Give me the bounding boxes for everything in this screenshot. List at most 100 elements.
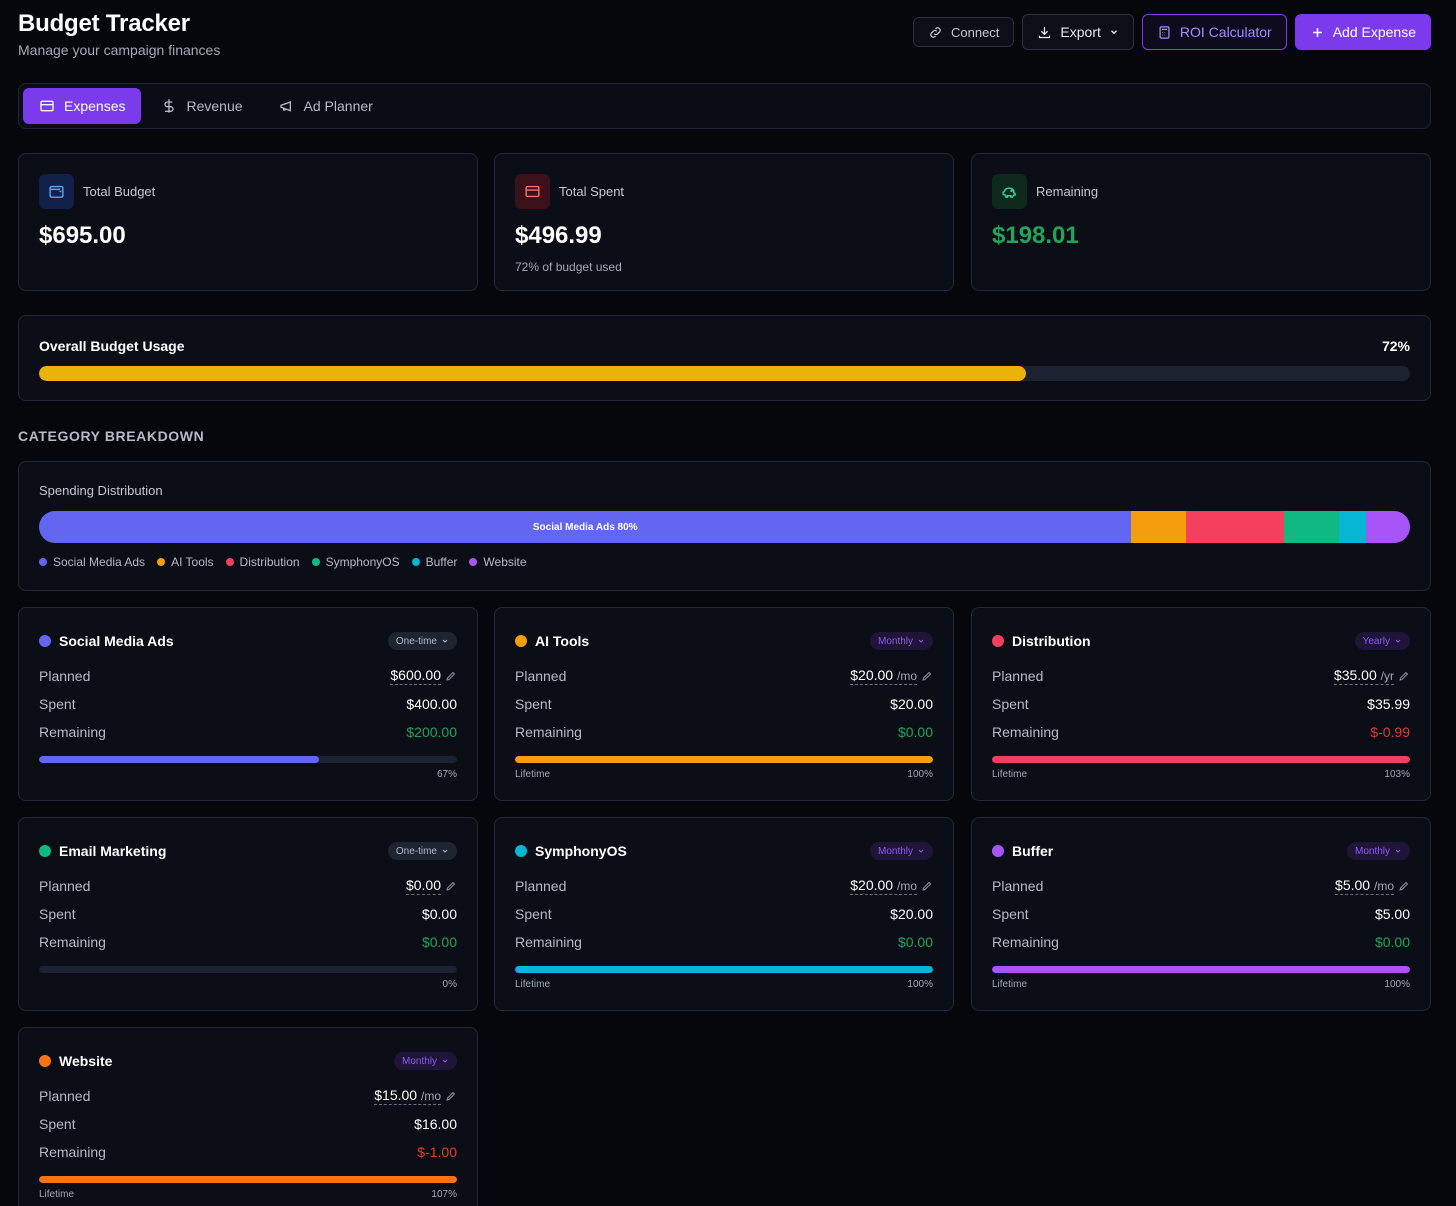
stat-label: Total Budget bbox=[83, 184, 156, 199]
wallet-icon bbox=[39, 174, 74, 209]
planned-value-group[interactable]: $20.00 /mo bbox=[850, 667, 917, 685]
planned-value-group[interactable]: $35.00 /yr bbox=[1333, 667, 1394, 685]
billing-frequency-label: Monthly bbox=[877, 635, 913, 647]
planned-value: $35.00 bbox=[1333, 667, 1377, 683]
planned-value-group[interactable]: $15.00 /mo bbox=[374, 1087, 441, 1105]
legend-dot bbox=[225, 558, 234, 566]
billing-frequency-label: Monthly bbox=[877, 845, 913, 857]
remaining-value: $-0.99 bbox=[1370, 724, 1410, 740]
pencil-icon[interactable] bbox=[445, 670, 457, 682]
planned-value: $600.00 bbox=[390, 667, 441, 683]
spent-value: $20.00 bbox=[890, 696, 933, 712]
overall-budget-usage: Overall Budget Usage 72% bbox=[18, 315, 1431, 401]
planned-label: Planned bbox=[39, 668, 91, 684]
planned-amount[interactable]: $20.00 /mo bbox=[850, 877, 933, 895]
planned-value-group[interactable]: $0.00 bbox=[405, 877, 441, 895]
remaining-value: $-1.00 bbox=[417, 1144, 457, 1160]
planned-amount[interactable]: $35.00 /yr bbox=[1333, 667, 1410, 685]
export-button[interactable]: Export bbox=[1022, 14, 1134, 50]
spent-value: $5.00 bbox=[1374, 906, 1410, 922]
billing-frequency-dropdown[interactable]: Monthly bbox=[1346, 842, 1410, 860]
category-progress-fill bbox=[992, 756, 1410, 763]
stat-label: Remaining bbox=[1036, 184, 1099, 199]
chevron-down-icon bbox=[1394, 847, 1402, 855]
legend-dot bbox=[311, 558, 320, 566]
category-progress-fill bbox=[39, 756, 320, 763]
tab-revenue[interactable]: Revenue bbox=[145, 88, 258, 124]
progress-percent: 100% bbox=[907, 769, 933, 780]
chevron-down-icon bbox=[441, 847, 449, 855]
category-progress-fill bbox=[992, 966, 1410, 973]
usage-percent: 72% bbox=[1381, 338, 1410, 354]
spent-value: $35.99 bbox=[1367, 696, 1410, 712]
roi-calculator-button[interactable]: ROI Calculator bbox=[1141, 14, 1287, 50]
tab-expenses[interactable]: Expenses bbox=[23, 88, 142, 124]
progress-caption: Lifetime bbox=[992, 979, 1028, 990]
billing-frequency-dropdown[interactable]: One-time bbox=[387, 632, 457, 650]
category-title: Buffer bbox=[992, 843, 1053, 859]
billing-frequency-label: Yearly bbox=[1362, 635, 1390, 647]
section-title: CATEGORY BREAKDOWN bbox=[18, 428, 205, 444]
planned-label: Planned bbox=[992, 878, 1044, 894]
spent-label: Spent bbox=[39, 906, 76, 922]
planned-label: Planned bbox=[515, 668, 567, 684]
legend-dot bbox=[157, 558, 166, 566]
connect-button[interactable]: Connect bbox=[913, 17, 1015, 47]
category-color-dot bbox=[39, 1055, 51, 1067]
planned-unit: /mo bbox=[896, 879, 917, 893]
planned-amount[interactable]: $20.00 /mo bbox=[850, 667, 933, 685]
distribution-segment-social-media-ads[interactable]: Social Media Ads 80% bbox=[39, 511, 1132, 543]
pencil-icon[interactable] bbox=[1398, 880, 1410, 892]
category-title: SymphonyOS bbox=[515, 843, 627, 859]
legend-dot bbox=[39, 558, 47, 566]
spent-value: $0.00 bbox=[421, 906, 457, 922]
planned-amount[interactable]: $0.00 bbox=[405, 877, 457, 895]
progress-percent: 103% bbox=[1384, 769, 1410, 780]
total-spent-card: Total Spent $496.99 72% of budget used bbox=[494, 153, 954, 291]
planned-value-group[interactable]: $5.00 /mo bbox=[1335, 877, 1394, 895]
planned-value-group[interactable]: $20.00 /mo bbox=[850, 877, 917, 895]
piggy-bank-icon bbox=[992, 174, 1027, 209]
distribution-segment-symphonyos[interactable] bbox=[1284, 511, 1339, 543]
planned-value-group[interactable]: $600.00 bbox=[390, 667, 441, 685]
pencil-icon[interactable] bbox=[921, 880, 933, 892]
planned-unit: /mo bbox=[420, 1089, 441, 1103]
total-budget-card: Total Budget $695.00 bbox=[18, 153, 478, 291]
tab-ad-planner[interactable]: Ad Planner bbox=[263, 88, 389, 124]
category-color-dot bbox=[39, 635, 51, 647]
remaining-value: $0.00 bbox=[1374, 934, 1410, 950]
plus-icon bbox=[1312, 27, 1322, 37]
chevron-down-icon bbox=[441, 1057, 449, 1065]
pencil-icon[interactable] bbox=[921, 670, 933, 682]
budget-used-note: 72% of budget used bbox=[515, 260, 622, 274]
billing-frequency-dropdown[interactable]: Monthly bbox=[869, 842, 933, 860]
legend-label: Social Media Ads bbox=[53, 555, 146, 569]
category-name: SymphonyOS bbox=[535, 843, 627, 859]
progress-percent: 107% bbox=[431, 1189, 457, 1200]
add-expense-button[interactable]: Add Expense bbox=[1294, 14, 1431, 50]
category-color-dot bbox=[515, 845, 527, 857]
pencil-icon[interactable] bbox=[445, 1090, 457, 1102]
planned-amount[interactable]: $600.00 bbox=[390, 667, 457, 685]
remaining-value: $0.00 bbox=[897, 934, 933, 950]
billing-frequency-dropdown[interactable]: Yearly bbox=[1354, 632, 1410, 650]
usage-label: Overall Budget Usage bbox=[39, 338, 185, 354]
billing-frequency-dropdown[interactable]: One-time bbox=[387, 842, 457, 860]
planned-amount[interactable]: $5.00 /mo bbox=[1335, 877, 1410, 895]
progress-percent: 100% bbox=[1384, 979, 1410, 990]
distribution-segment-website[interactable] bbox=[1366, 511, 1410, 543]
distribution-segment-buffer[interactable] bbox=[1339, 511, 1367, 543]
distribution-segment-ai-tools[interactable] bbox=[1131, 511, 1187, 543]
billing-frequency-dropdown[interactable]: Monthly bbox=[869, 632, 933, 650]
planned-amount[interactable]: $15.00 /mo bbox=[374, 1087, 457, 1105]
billing-frequency-label: One-time bbox=[395, 845, 437, 857]
remaining-label: Remaining bbox=[992, 724, 1059, 740]
page-subtitle: Manage your campaign finances bbox=[18, 42, 221, 58]
remaining-label: Remaining bbox=[992, 934, 1059, 950]
category-progress-track bbox=[515, 966, 933, 973]
pencil-icon[interactable] bbox=[1398, 670, 1410, 682]
pencil-icon[interactable] bbox=[445, 880, 457, 892]
billing-frequency-dropdown[interactable]: Monthly bbox=[393, 1052, 457, 1070]
chevron-down-icon bbox=[441, 637, 449, 645]
distribution-segment-distribution[interactable] bbox=[1186, 511, 1285, 543]
